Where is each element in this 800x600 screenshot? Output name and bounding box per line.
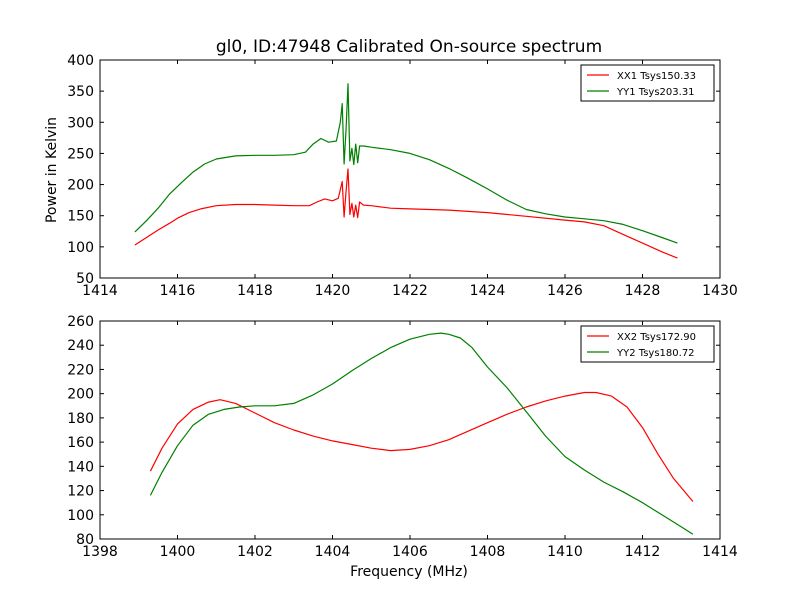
y-tick-label: 180 bbox=[67, 411, 94, 427]
y-tick-label: 350 bbox=[67, 84, 94, 100]
y-tick-label: 250 bbox=[67, 146, 94, 162]
x-tick-label: 1406 bbox=[392, 544, 428, 560]
legend-box bbox=[580, 325, 715, 363]
y-tick-label: 140 bbox=[67, 459, 94, 475]
legend-label-1: XX2 Tsys172.90 bbox=[617, 332, 696, 343]
bottom-subplot: 1398 1400 1402 1404 1406 1408 1410 1412 1414 80 10… bbox=[67, 314, 738, 560]
y-tick-label: 150 bbox=[67, 209, 94, 225]
x-tick-label: 1398 bbox=[82, 544, 118, 560]
x-tick-label: 1430 bbox=[702, 283, 738, 299]
y-tick-label: 100 bbox=[67, 240, 94, 256]
y-tick-label: 200 bbox=[67, 178, 94, 194]
x-tick-label: 1420 bbox=[315, 283, 351, 299]
y-tick-label: 260 bbox=[67, 314, 94, 330]
y-tick-label: 220 bbox=[67, 362, 94, 378]
x-tick-label: 1402 bbox=[237, 544, 273, 560]
y-tick-label: 120 bbox=[67, 484, 94, 500]
x-axis-label: Frequency (MHz) bbox=[350, 564, 468, 580]
y-tick-label: 240 bbox=[67, 338, 94, 354]
x-tick-label: 1426 bbox=[547, 283, 583, 299]
x-tick-label: 1424 bbox=[470, 283, 506, 299]
series-line-2 bbox=[134, 83, 678, 244]
series-line-1 bbox=[149, 391, 694, 502]
x-tick-label: 1412 bbox=[625, 544, 661, 560]
legend-label-2: YY1 Tsys203.31 bbox=[616, 87, 695, 98]
legend-label-1: XX1 Tsys150.33 bbox=[617, 71, 696, 82]
x-tick-label: 1410 bbox=[547, 544, 583, 560]
y-tick-label: 400 bbox=[67, 53, 94, 69]
legend-label-2: YY2 Tsys180.72 bbox=[616, 348, 695, 359]
x-tick-label: 1414 bbox=[702, 544, 738, 560]
series-line-1 bbox=[134, 168, 678, 259]
x-tick-label: 1418 bbox=[237, 283, 273, 299]
x-tick-label: 1416 bbox=[160, 283, 196, 299]
series-line-2 bbox=[149, 332, 694, 535]
x-tick-label: 1400 bbox=[160, 544, 196, 560]
x-tick-label: 1408 bbox=[470, 544, 506, 560]
x-tick-label: 1422 bbox=[392, 283, 428, 299]
y-tick-label: 100 bbox=[67, 508, 94, 524]
top-subplot: 1414 1416 1418 1420 1422 1424 1426 1428 1430 50 10… bbox=[67, 53, 738, 299]
chart-title: gl0, ID:47948 Calibrated On-source spect… bbox=[216, 37, 602, 57]
y-axis-label: Power in Kelvin bbox=[44, 117, 60, 223]
x-tick-label: 1428 bbox=[625, 283, 661, 299]
y-tick-label: 160 bbox=[67, 435, 94, 451]
x-tick-label: 1414 bbox=[82, 283, 118, 299]
y-tick-label: 80 bbox=[76, 532, 94, 548]
y-tick-label: 200 bbox=[67, 387, 94, 403]
y-tick-label: 300 bbox=[67, 115, 94, 131]
x-tick-label: 1404 bbox=[315, 544, 351, 560]
legend-box bbox=[580, 64, 715, 102]
y-tick-label: 50 bbox=[76, 271, 94, 287]
